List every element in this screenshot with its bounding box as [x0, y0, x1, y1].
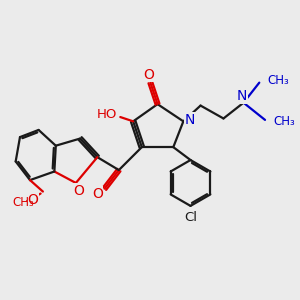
Text: Cl: Cl: [184, 211, 197, 224]
Text: O: O: [143, 68, 155, 82]
Text: O: O: [92, 187, 103, 201]
Text: N: N: [184, 113, 195, 127]
Text: CH₃: CH₃: [273, 115, 295, 128]
Text: CH₃: CH₃: [13, 196, 34, 209]
Text: HO: HO: [97, 108, 118, 121]
Text: CH₃: CH₃: [267, 74, 289, 87]
Text: O: O: [27, 193, 38, 207]
Text: N: N: [237, 89, 247, 103]
Text: O: O: [73, 184, 84, 198]
